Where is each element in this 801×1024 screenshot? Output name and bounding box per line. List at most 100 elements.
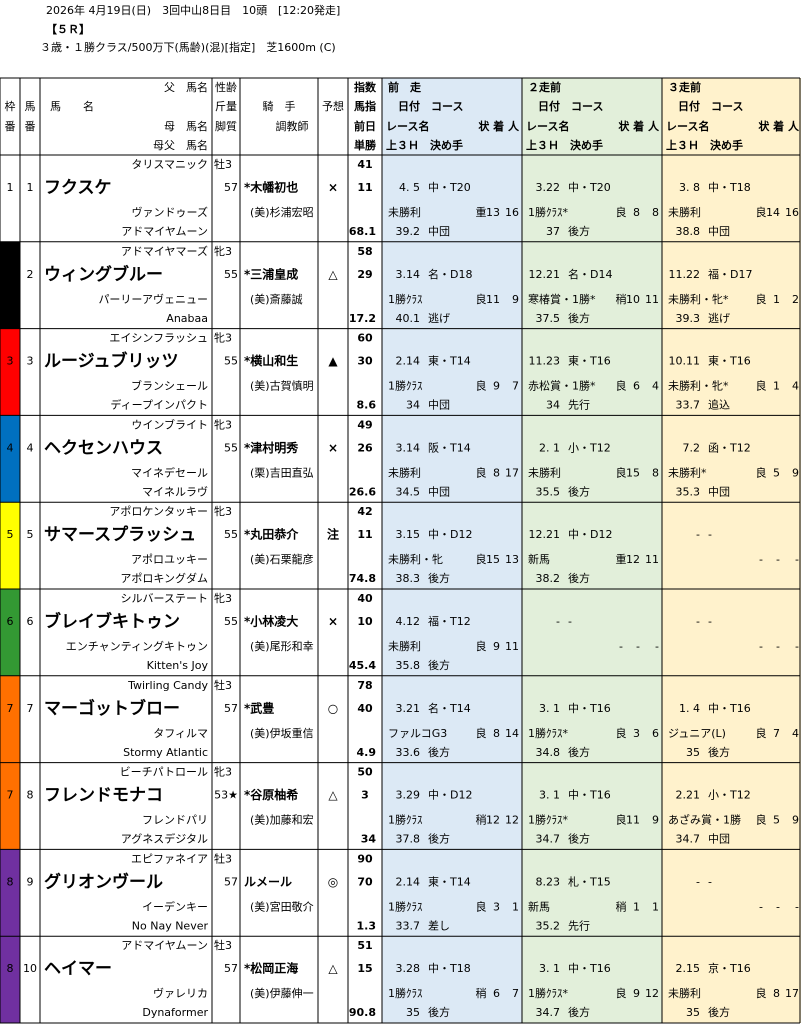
- race-name: 未勝利: [668, 205, 701, 219]
- trainer: (美)加藤和宏: [250, 813, 314, 827]
- trainer: (美)尾形和幸: [250, 640, 314, 653]
- tactic: 後方: [708, 745, 730, 759]
- race-date: 7.2: [683, 441, 701, 454]
- weight: 55: [224, 528, 238, 541]
- last-3f: 34: [406, 399, 420, 412]
- track-condition: 良: [476, 552, 487, 566]
- race-date: 10.11: [669, 355, 701, 368]
- jockey: *木幡初也: [244, 180, 298, 195]
- race-name: 1勝ｸﾗｽ*: [528, 205, 568, 219]
- race-course: 中・T18: [428, 962, 471, 975]
- dam-name: ブランシェール: [131, 379, 208, 393]
- weight: 57: [224, 181, 238, 194]
- tactic: 逃げ: [428, 312, 450, 325]
- tactic: 後方: [568, 1005, 590, 1019]
- race-course: 中・T18: [708, 181, 751, 194]
- tactic: 先行: [568, 919, 590, 932]
- sex-age: 牡3: [214, 678, 232, 692]
- sire-name: エピファネイア: [131, 852, 208, 865]
- index-value: 3: [361, 789, 369, 802]
- track-condition: -: [619, 640, 623, 653]
- last-3f: 33.6: [396, 746, 421, 759]
- damsire-name: Dynaformer: [142, 1006, 208, 1019]
- horse-name: フクスケ: [44, 178, 112, 198]
- weight: 57: [224, 875, 238, 888]
- frame-number: 7: [7, 702, 14, 715]
- popularity: 1: [652, 900, 659, 913]
- index-value: 78: [357, 679, 372, 692]
- tactic: 追込: [708, 398, 730, 412]
- horse-number: 6: [27, 615, 34, 628]
- race-course: 中・T16: [568, 962, 611, 975]
- prediction-mark: ○: [328, 701, 338, 715]
- tactic: 後方: [428, 658, 450, 672]
- tactic: 後方: [428, 571, 450, 585]
- tactic: 中団: [708, 833, 730, 846]
- last-3f: 35: [406, 1006, 420, 1019]
- popularity: -: [795, 900, 799, 913]
- prediction-mark: ×: [328, 441, 338, 455]
- tactic: 中団: [428, 485, 450, 498]
- race-name: ファルコG3: [388, 727, 447, 740]
- track-condition: 良: [476, 465, 487, 479]
- race-course: -: [708, 528, 712, 541]
- win-odds: 8.6: [357, 399, 377, 412]
- tactic: 中団: [428, 399, 450, 412]
- popularity: 17: [785, 987, 799, 1000]
- dam-name: ヴァンドゥーズ: [132, 205, 208, 219]
- last-3f: 35.2: [536, 919, 561, 932]
- race-date: 2.21: [676, 789, 701, 802]
- horse-name: ヘイマー: [44, 959, 112, 979]
- finish-place: 11: [486, 293, 500, 306]
- race-course: 小・T12: [708, 789, 751, 802]
- race-name: 未勝利: [528, 465, 561, 479]
- finish-place: 12: [486, 814, 500, 827]
- race-date: -: [696, 875, 700, 888]
- header-label: 単勝: [354, 138, 377, 152]
- track-condition: 良: [756, 986, 767, 1000]
- sex-age: 牡3: [214, 157, 232, 171]
- race-course: 中・D12: [428, 789, 472, 802]
- finish-place: 3: [633, 727, 640, 740]
- header-label: 指数: [354, 80, 377, 94]
- win-odds: 74.8: [349, 572, 376, 585]
- frame-color: [0, 589, 20, 676]
- horse-number: 5: [27, 528, 34, 541]
- finish-place: 7: [773, 727, 780, 740]
- race-course: 阪・T14: [428, 440, 471, 454]
- prediction-mark: ▲: [328, 354, 338, 368]
- popularity: -: [795, 553, 799, 566]
- finish-place: 8: [493, 466, 500, 479]
- index-value: 11: [357, 528, 372, 541]
- trainer: (美)斎藤誠: [250, 292, 303, 306]
- sire-name: アドマイヤマーズ: [121, 244, 208, 258]
- race-header-label: 状 着 人: [618, 119, 660, 133]
- race-date: 4. 5: [399, 181, 420, 194]
- race-date: 2.14: [396, 355, 421, 368]
- frame-color: [0, 241, 20, 329]
- race-course: 中・T20: [428, 181, 471, 194]
- last-3f: 33.7: [396, 919, 421, 932]
- finish-place: 1: [633, 900, 640, 913]
- index-value: 10: [357, 615, 373, 628]
- race-course: 中・T16: [568, 789, 611, 802]
- weight: 55: [224, 268, 238, 281]
- dam-name: マイネデセール: [131, 465, 208, 479]
- race-name: ジュニア(L): [668, 727, 726, 740]
- sire-name: エイシンフラッシュ: [109, 332, 208, 345]
- race-course: 中・T20: [568, 181, 611, 194]
- horse-name: マーゴットブロー: [44, 698, 180, 719]
- header-label: 番: [5, 120, 16, 133]
- prediction-mark: △: [328, 962, 338, 976]
- horse-number: 3: [27, 355, 34, 368]
- frame-color: [0, 675, 20, 763]
- race-date: 12.21: [529, 268, 561, 281]
- race-course: 福・T12: [428, 614, 471, 628]
- sex-age: 牝3: [214, 504, 232, 518]
- last-3f: 39.3: [676, 312, 701, 325]
- finish-place: -: [776, 553, 780, 566]
- finish-place: 11: [626, 814, 640, 827]
- header-label: 父 馬名: [164, 80, 208, 94]
- win-odds: 90.8: [349, 1006, 376, 1019]
- race-date: 3.28: [396, 962, 421, 975]
